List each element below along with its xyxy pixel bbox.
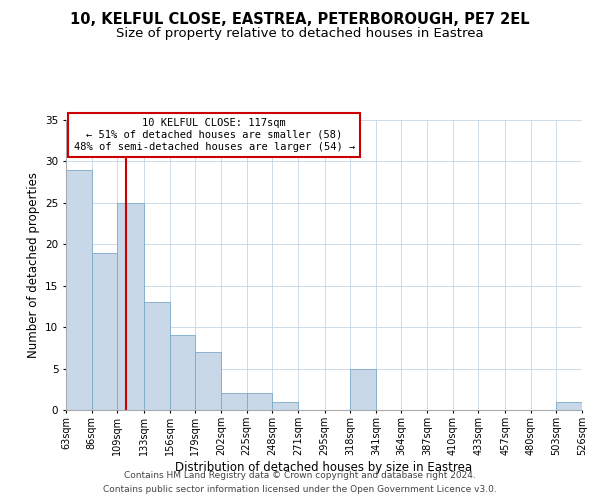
Bar	[195, 352, 221, 410]
Text: Contains HM Land Registry data © Crown copyright and database right 2024.: Contains HM Land Registry data © Crown c…	[124, 472, 476, 480]
Bar	[92, 252, 117, 410]
Text: Contains public sector information licensed under the Open Government Licence v3: Contains public sector information licen…	[103, 484, 497, 494]
Bar	[556, 402, 582, 410]
Bar	[66, 170, 92, 410]
Text: 10 KELFUL CLOSE: 117sqm
← 51% of detached houses are smaller (58)
48% of semi-de: 10 KELFUL CLOSE: 117sqm ← 51% of detache…	[74, 118, 355, 152]
Bar	[170, 336, 195, 410]
Bar	[117, 203, 144, 410]
Bar	[144, 302, 170, 410]
Bar	[272, 402, 298, 410]
Bar	[350, 368, 376, 410]
Text: Size of property relative to detached houses in Eastrea: Size of property relative to detached ho…	[116, 28, 484, 40]
Text: 10, KELFUL CLOSE, EASTREA, PETERBOROUGH, PE7 2EL: 10, KELFUL CLOSE, EASTREA, PETERBOROUGH,…	[70, 12, 530, 28]
Y-axis label: Number of detached properties: Number of detached properties	[26, 172, 40, 358]
X-axis label: Distribution of detached houses by size in Eastrea: Distribution of detached houses by size …	[175, 460, 473, 473]
Bar	[247, 394, 272, 410]
Bar	[221, 394, 247, 410]
